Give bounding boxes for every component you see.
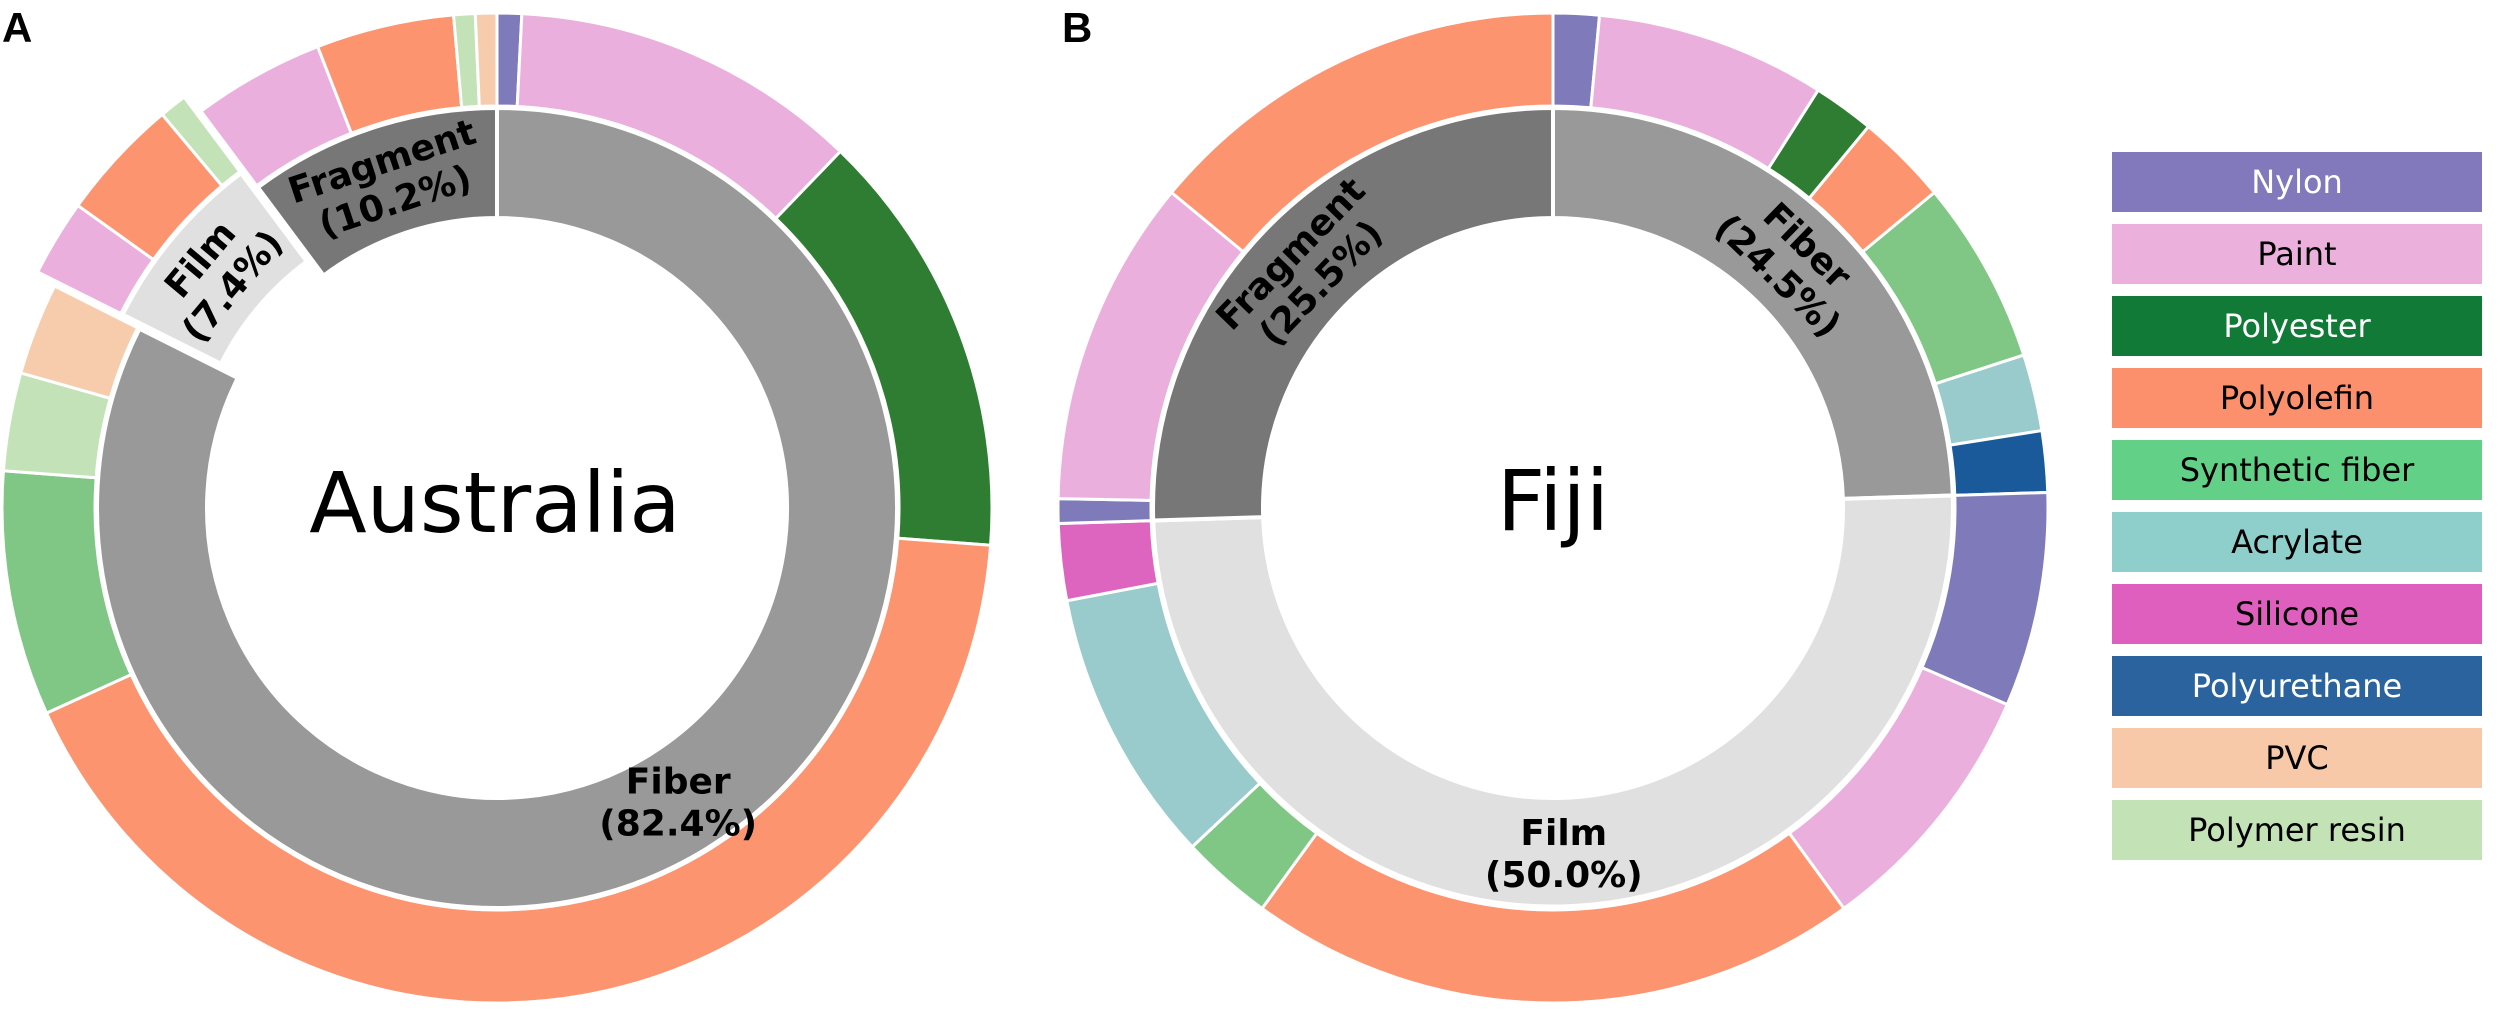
- inner-slice-film: [1151, 493, 1955, 909]
- legend-swatch-pvc: [2112, 728, 2482, 788]
- legend-label-paint: Paint: [2257, 235, 2336, 273]
- panel-label-b: B: [1062, 4, 1092, 51]
- legend-swatch-polyurethane: [2112, 656, 2482, 716]
- legend-item-polyolefin: Polyolefin: [2112, 368, 2482, 428]
- legend-item-silicone: Silicone: [2112, 584, 2482, 644]
- outer-slice-fragment-pvc: [473, 11, 499, 108]
- inner-slice-fragment: [255, 105, 499, 279]
- center-label-australia: Australia: [309, 454, 681, 552]
- inner-slice-film: [119, 170, 310, 367]
- legend-label-silicone: Silicone: [2235, 595, 2359, 633]
- legend-swatch-paint: [2112, 224, 2482, 284]
- legend-swatch-synthetic-fiber: [2112, 440, 2482, 500]
- legend-label-pvc: PVC: [2265, 739, 2329, 777]
- legend-label-polyolefin: Polyolefin: [2220, 379, 2374, 417]
- legend-label-nylon: Nylon: [2251, 163, 2343, 201]
- legend-swatch-acrylate: [2112, 512, 2482, 572]
- outer-slice-film-polymer-resin: [160, 94, 242, 188]
- outer-slice-fiber-polyolefin: [44, 536, 993, 1005]
- category-label-fiber: Fiber (82.4%): [599, 762, 757, 845]
- legend-label-acrylate: Acrylate: [2231, 523, 2363, 561]
- legend-swatch-polyolefin: [2112, 368, 2482, 428]
- legend-label-polyurethane: Polyurethane: [2192, 667, 2402, 705]
- inner-slice-fiber: [95, 105, 899, 910]
- outer-slice-fragment-polyolefin: [1169, 11, 1555, 254]
- legend-swatch-polymer-resin: [2112, 800, 2482, 860]
- outer-slice-fiber-pvc: [18, 284, 140, 401]
- category-label-film: Film (50.0%): [1485, 813, 1643, 896]
- legend-label-polymer-resin: Polymer resin: [2188, 811, 2406, 849]
- legend-item-polyurethane: Polyurethane: [2112, 656, 2482, 716]
- legend-item-acrylate: Acrylate: [2112, 512, 2482, 572]
- legend-item-paint: Paint: [2112, 224, 2482, 284]
- donut-chart-australia: Fiber (82.4%)Film(7.4%)Fragment(10.2%): [0, 11, 994, 1005]
- legend-item-polymer-resin: Polymer resin: [2112, 800, 2482, 860]
- legend-item-nylon: Nylon: [2112, 152, 2482, 212]
- legend-swatch-nylon: [2112, 152, 2482, 212]
- center-label-fiji: Fiji: [1497, 452, 1609, 550]
- panel-label-a: A: [2, 4, 32, 51]
- legend: Nylon Paint Polyester Polyolefin Synthetic f…: [2112, 152, 2482, 860]
- legend-item-pvc: PVC: [2112, 728, 2482, 788]
- donut-chart-fiji: Fiber(24.5%)Film (50.0%)Fragment(25.5%): [1056, 11, 2050, 1005]
- legend-item-synthetic-fiber: Synthetic fiber: [2112, 440, 2482, 500]
- legend-label-synthetic-fiber: Synthetic fiber: [2180, 451, 2415, 489]
- inner-slice-fragment: [1151, 105, 1555, 523]
- legend-item-polyester: Polyester: [2112, 296, 2482, 356]
- legend-swatch-polyester: [2112, 296, 2482, 356]
- inner-slice-fiber: [1551, 105, 1955, 501]
- legend-swatch-silicone: [2112, 584, 2482, 644]
- legend-label-polyester: Polyester: [2223, 307, 2371, 345]
- outer-slice-fragment-nylon: [1056, 497, 1153, 526]
